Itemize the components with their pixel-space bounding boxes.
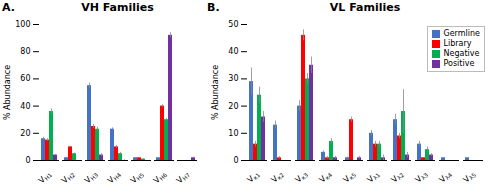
svg-text:Vκ4: Vκ4 [317, 169, 333, 185]
html-text:VH Families: VH Families [81, 1, 154, 14]
html-text:Negative: Negative [443, 49, 480, 58]
html-text:Germline: Germline [443, 29, 480, 38]
svg-text:VH2: VH2 [60, 169, 77, 186]
svg-text:80: 80 [20, 47, 30, 56]
svg-text:0: 0 [233, 156, 238, 165]
html-text:A.: A. [2, 1, 15, 14]
svg-text:Vλ4: Vλ4 [437, 169, 453, 185]
svg-text:VH7: VH7 [175, 169, 192, 186]
svg-text:30: 30 [228, 74, 238, 83]
svg-text:50: 50 [228, 20, 238, 29]
svg-text:Vλ2: Vλ2 [389, 169, 405, 185]
svg-text:Vλ3: Vλ3 [413, 169, 429, 185]
svg-text:% Abundance: % Abundance [3, 65, 12, 120]
svg-text:VH6: VH6 [152, 169, 169, 186]
html-text:Positive: Positive [443, 59, 475, 68]
html-text:B.: B. [207, 1, 220, 14]
svg-text:Vλ1: Vλ1 [365, 169, 381, 185]
svg-text:40: 40 [20, 102, 30, 111]
svg-text:Vκ5: Vκ5 [341, 169, 357, 185]
svg-text:10: 10 [228, 129, 238, 138]
svg-text:Vλ5: Vλ5 [461, 169, 477, 185]
html-text:VL Families: VL Families [329, 1, 401, 14]
svg-text:20: 20 [228, 102, 238, 111]
svg-text:Vκ1: Vκ1 [245, 169, 261, 185]
svg-text:0: 0 [25, 156, 30, 165]
svg-text:VH5: VH5 [129, 169, 146, 186]
svg-text:VH1: VH1 [37, 169, 54, 186]
svg-text:40: 40 [228, 47, 238, 56]
svg-text:100: 100 [15, 20, 30, 29]
svg-text:Vκ2: Vκ2 [269, 169, 285, 185]
svg-text:% Abundance: % Abundance [211, 65, 220, 120]
svg-text:20: 20 [20, 129, 30, 138]
svg-text:VH3: VH3 [83, 169, 100, 186]
svg-text:VH4: VH4 [106, 169, 123, 186]
html-text:Library: Library [443, 39, 472, 48]
svg-text:Vκ3: Vκ3 [293, 169, 309, 185]
svg-text:60: 60 [20, 74, 30, 83]
